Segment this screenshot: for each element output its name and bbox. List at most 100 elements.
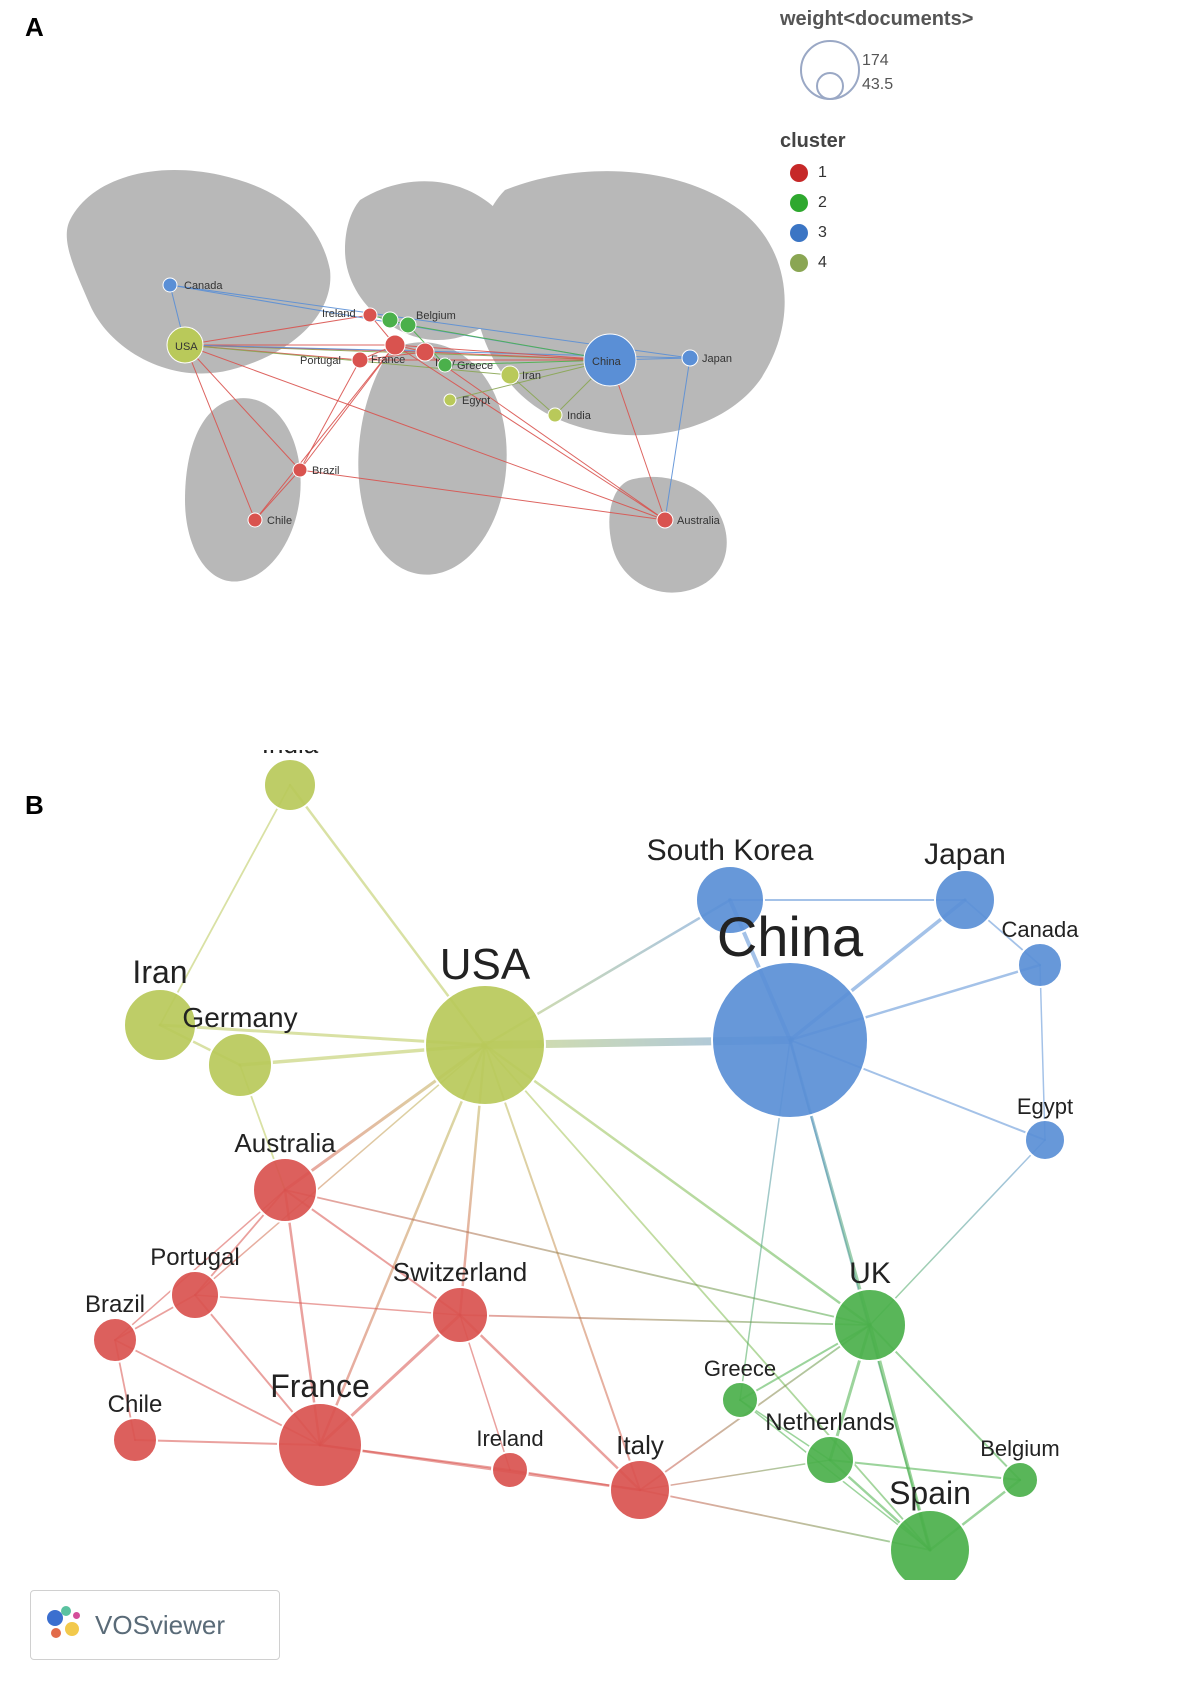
network-node [264,759,316,811]
landmass [358,342,506,574]
network-edge [285,1190,870,1325]
legend-weight-inner: 43.5 [862,76,893,94]
network-node [1025,1120,1065,1160]
map-node [501,366,519,384]
network-node [492,1452,528,1488]
map-node [293,463,307,477]
network-node [806,1436,854,1484]
network-node [171,1271,219,1319]
panel-b-network: India South Korea Japan Canada Iran Germany US… [30,750,1150,1580]
landmass [474,171,784,435]
network-node-label: Brazil [85,1291,145,1318]
cluster-label: 4 [818,254,827,272]
network-node-label: South Korea [647,834,814,867]
network-node-label: Japan [924,838,1006,871]
network-edge [870,1140,1045,1325]
cluster-swatch [790,224,808,242]
map-node-label: Iran [522,370,541,382]
panel-a-label: A [25,12,44,43]
network-node [1002,1462,1038,1498]
network-node-label: China [717,905,864,968]
network-node-label: Australia [234,1128,336,1158]
map-node [163,278,177,292]
map-node [400,317,416,333]
panel-a-map: CanadaUSABrazilChileIrelandPortugalFranc… [30,120,790,620]
legend-weight-outer: 174 [862,52,889,70]
map-node [248,513,262,527]
network-node-label: Iran [132,954,187,990]
map-node [363,308,377,322]
network-node-label: India [262,750,319,759]
map-node [657,512,673,528]
network-node [432,1287,488,1343]
map-node-label: China [592,356,622,368]
landmass [609,477,726,593]
map-node-label: Ireland [322,308,356,320]
network-node [425,985,545,1105]
network-node [278,1403,362,1487]
map-node-label: Brazil [312,465,340,477]
network-node-label: Canada [1001,917,1079,942]
network-node-label: Chile [108,1391,163,1418]
panel-b-labels: India South Korea Japan Canada Iran Germany US… [85,750,1079,1511]
legend-cluster-item: 2 [790,190,827,216]
map-node [382,312,398,328]
network-node-label: Italy [616,1430,664,1460]
network-node [208,1033,272,1097]
map-node-label: Australia [677,515,721,527]
map-node [444,394,456,406]
map-node [352,352,368,368]
map-node-label: Canada [184,280,223,292]
landmasses [67,170,785,593]
map-node-label: Egypt [462,395,490,407]
map-node-label: Portugal [300,355,341,367]
network-edge [195,1295,460,1315]
panel-b-nodes [93,759,1065,1580]
network-node [610,1460,670,1520]
cluster-swatch [790,254,808,272]
map-node-label: Greece [457,360,493,372]
map-node-label: Chile [267,515,292,527]
network-node [890,1510,970,1580]
network-node [253,1158,317,1222]
legend-cluster-item: 4 [790,250,827,276]
legend-cluster-item: 1 [790,160,827,186]
network-node [712,962,868,1118]
map-node-label: USA [175,341,198,353]
vosviewer-logo: VOSviewer [30,1590,280,1660]
map-node-label: Japan [702,353,732,365]
network-node [1018,943,1062,987]
network-node-label: Netherlands [765,1409,894,1436]
vosviewer-logo-text: VOSviewer [95,1610,225,1641]
network-node-label: France [270,1368,370,1404]
network-node [935,870,995,930]
cluster-label: 2 [818,194,827,212]
network-node-label: UK [849,1257,891,1290]
network-node [722,1382,758,1418]
network-node [113,1418,157,1462]
network-node-label: Greece [704,1356,776,1381]
map-node-label: India [567,410,592,422]
map-node [416,343,434,361]
map-edge [300,360,360,470]
network-node-label: Germany [182,1002,297,1033]
map-node-label: Belgium [416,310,456,322]
cluster-swatch [790,194,808,212]
network-node-label: Egypt [1017,1094,1073,1119]
legend-cluster-item: 3 [790,220,827,246]
network-node-label: USA [440,940,531,989]
map-node [438,358,452,372]
panel-b-edges [115,785,1045,1550]
network-edge [460,1315,640,1490]
network-edge [640,1490,930,1550]
network-node [834,1289,906,1361]
network-node-label: Belgium [980,1436,1059,1461]
network-node-label: Spain [889,1475,971,1511]
network-node-label: Switzerland [393,1257,527,1287]
cluster-swatch [790,164,808,182]
map-node [548,408,562,422]
legend-cluster-items: 1 2 3 4 [790,160,827,280]
map-node [682,350,698,366]
network-edge [460,1315,870,1325]
network-node-label: Portugal [150,1244,239,1271]
